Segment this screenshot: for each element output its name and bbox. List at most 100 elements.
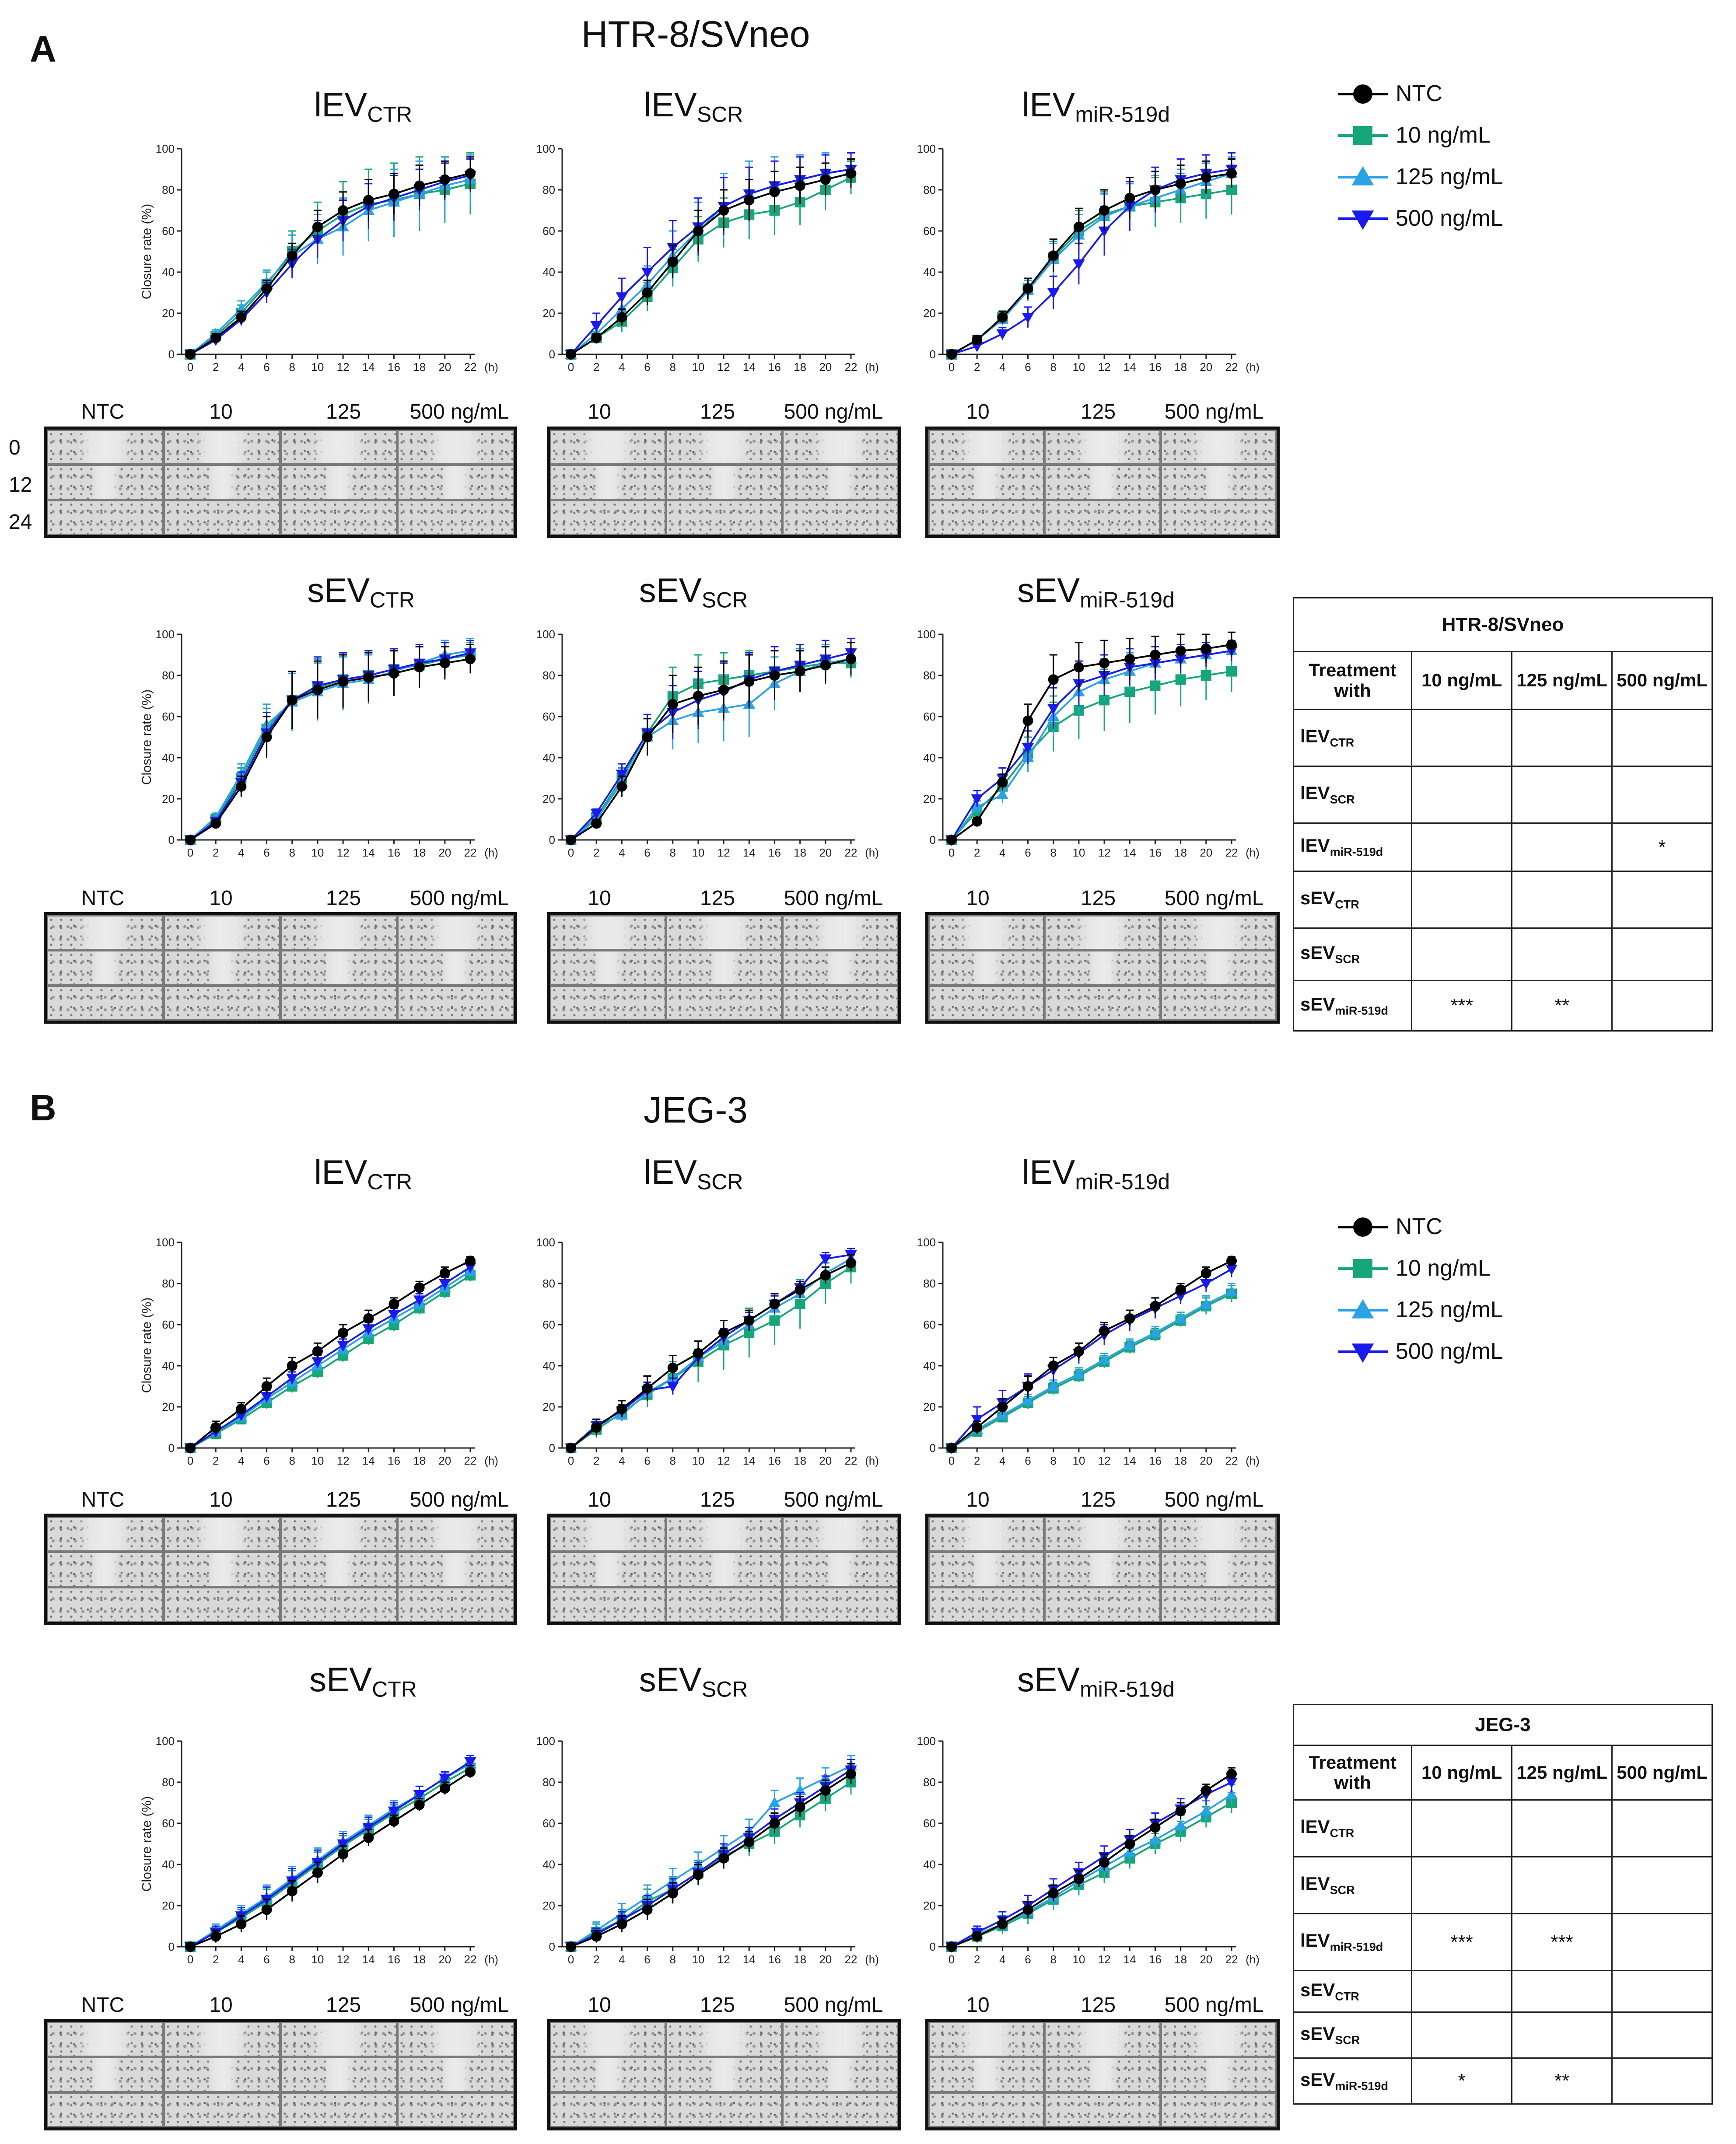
scratch-image xyxy=(280,915,397,951)
image-label: 500 ng/mL xyxy=(1164,1994,1264,2017)
sig-cell xyxy=(1511,766,1613,824)
x-tick-label: 16 xyxy=(768,1454,781,1467)
x-axis-label: (h) xyxy=(484,360,498,374)
scratch-image xyxy=(280,1517,397,1552)
scratch-image xyxy=(164,985,280,1021)
data-point xyxy=(769,1299,780,1309)
x-tick-label: 14 xyxy=(743,360,756,374)
x-tick-label: 4 xyxy=(999,1953,1005,1966)
y-tick-label: 0 xyxy=(168,1940,175,1953)
x-tick-label: 22 xyxy=(464,846,477,859)
x-tick-label: 16 xyxy=(388,846,400,859)
x-tick-label: 18 xyxy=(794,1454,806,1467)
image-label: 500 ng/mL xyxy=(784,1488,883,1511)
data-point xyxy=(1175,674,1186,685)
data-point xyxy=(1149,1833,1162,1844)
x-tick-label: 8 xyxy=(1050,1953,1056,1966)
y-tick-label: 20 xyxy=(542,792,555,805)
time-label-12: 12 xyxy=(9,473,32,497)
scratch-image xyxy=(164,1517,280,1552)
x-tick-label: 16 xyxy=(768,846,781,859)
data-point xyxy=(338,1327,349,1338)
section-title-jeg3: JEG-3 xyxy=(643,1089,748,1130)
chart-title: lEVSCR xyxy=(644,1153,743,1194)
y-tick-label: 80 xyxy=(542,1776,555,1789)
data-point xyxy=(1226,639,1237,650)
series-line xyxy=(951,650,1232,841)
x-tick-label: 8 xyxy=(289,1454,295,1467)
y-tick-label: 0 xyxy=(168,348,175,361)
data-point xyxy=(996,788,1009,799)
table-title: HTR-8/SVneo xyxy=(1293,597,1713,652)
table-row: lEVSCR xyxy=(1292,766,1713,824)
x-tick-label: 2 xyxy=(213,360,219,374)
y-tick-label: 40 xyxy=(923,751,936,764)
scratch-image xyxy=(928,985,1045,1021)
x-tick-label: 14 xyxy=(362,1953,375,1966)
series-ntc xyxy=(185,644,476,845)
scratch-image xyxy=(666,1587,782,1622)
data-point xyxy=(1150,185,1161,195)
image-label: 125 xyxy=(1080,1994,1116,2017)
y-tick-label: 0 xyxy=(549,1441,555,1455)
scratch-image xyxy=(397,1587,514,1622)
data-point xyxy=(1099,1857,1110,1868)
x-tick-label: 12 xyxy=(337,360,350,374)
x-tick-label: 10 xyxy=(692,1953,704,1966)
x-tick-label: 20 xyxy=(438,360,451,374)
data-point xyxy=(1150,680,1161,691)
scratch-image xyxy=(47,465,164,500)
y-tick-label: 80 xyxy=(923,1277,936,1290)
image-label: 125 xyxy=(326,887,361,910)
data-point xyxy=(591,818,602,829)
y-tick-label: 20 xyxy=(162,1899,175,1912)
x-tick-label: 8 xyxy=(1050,1454,1056,1467)
data-point xyxy=(1175,178,1186,189)
y-tick-label: 100 xyxy=(536,1236,555,1249)
data-point xyxy=(1073,1346,1084,1357)
x-tick-label: 18 xyxy=(1174,1953,1187,1966)
scratch-image-panel xyxy=(547,2019,901,2130)
scratch-image xyxy=(782,430,898,465)
sig-cell xyxy=(1511,822,1613,872)
series-ntc xyxy=(566,642,856,845)
scratch-image xyxy=(550,430,666,465)
data-point xyxy=(1022,283,1033,294)
y-tick-label: 80 xyxy=(542,183,555,196)
series-line xyxy=(570,658,851,841)
data-point xyxy=(388,1299,399,1309)
x-tick-label: 22 xyxy=(845,846,858,859)
data-point xyxy=(286,1374,298,1384)
data-point xyxy=(846,1769,856,1780)
series-line xyxy=(570,1254,851,1449)
data-point xyxy=(794,180,805,191)
scratch-image-panel xyxy=(925,427,1280,538)
data-point xyxy=(566,349,576,360)
data-point xyxy=(972,816,983,827)
significance-table-jeg3: JEG-3 Treatment with 10 ng/mL 125 ng/mL … xyxy=(1292,1704,1713,2105)
row-label: lEVCTR xyxy=(1292,709,1413,767)
x-tick-label: 0 xyxy=(187,846,193,859)
series-line xyxy=(570,658,851,841)
chart-title: lEVCTR xyxy=(314,1153,413,1194)
row-label: lEVSCR xyxy=(1292,766,1413,824)
data-point xyxy=(210,1931,221,1942)
y-tick-label: 60 xyxy=(542,710,555,723)
data-point xyxy=(718,684,729,695)
x-tick-label: 2 xyxy=(213,1454,219,1467)
data-point xyxy=(946,835,957,845)
sig-cell xyxy=(1611,980,1713,1032)
y-tick-label: 100 xyxy=(917,628,936,641)
scratch-image xyxy=(280,2092,397,2127)
image-label: 10 xyxy=(209,1488,233,1511)
data-point xyxy=(439,1773,451,1784)
data-point xyxy=(667,1362,678,1373)
chart-B-lEV-CTR: 0 20 40 60 80 100 0 2 4 6 8 10 12 14 16 18 20 22 (h) Closur… xyxy=(140,1236,498,1467)
y-tick-label: 0 xyxy=(549,833,555,846)
legend-marker xyxy=(1351,166,1374,185)
legend-panel-b: NTC 10 ng/mL 125 ng/mL 500 ng/mL xyxy=(1334,1212,1641,1363)
scratch-image xyxy=(666,950,782,986)
y-tick-label: 100 xyxy=(917,1236,936,1249)
y-tick-label: 80 xyxy=(923,1776,936,1789)
x-tick-label: 22 xyxy=(464,1454,477,1467)
